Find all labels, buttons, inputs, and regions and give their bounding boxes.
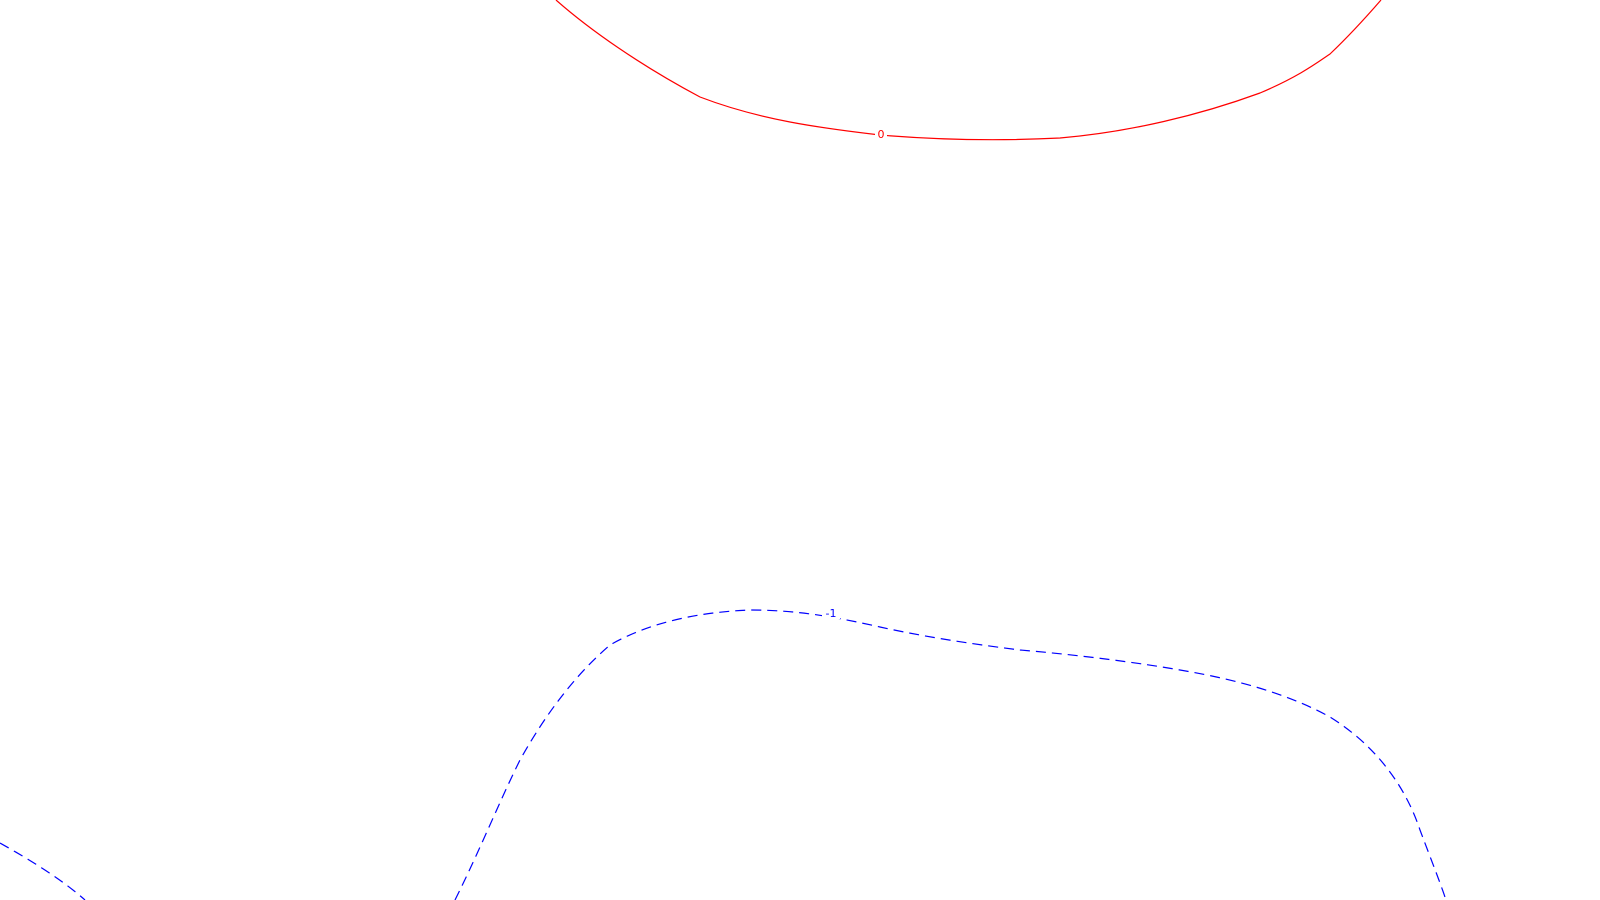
contour-line-minus-one (454, 609, 1447, 900)
contour-label-zero: 0 (878, 128, 885, 141)
contour-line-zero (555, 0, 1382, 141)
contour-label-minus-one: -1 (826, 607, 837, 620)
contour-line-minus-one-corner (0, 842, 86, 900)
